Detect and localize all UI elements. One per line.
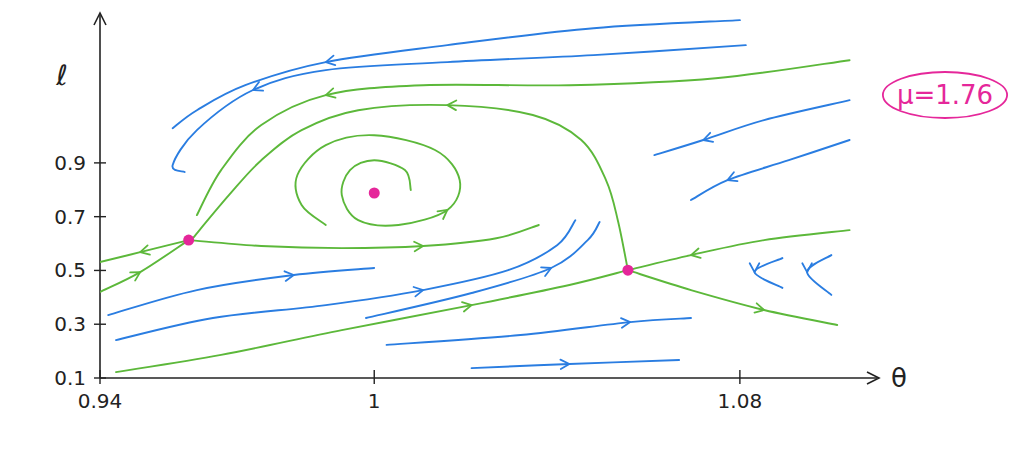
y-tick-label: 0.3 — [54, 312, 86, 336]
flow-arrow — [326, 88, 336, 97]
trajectory — [628, 270, 837, 325]
trajectory — [628, 230, 850, 270]
flow-arrow — [447, 101, 456, 111]
y-tick-label: 0.1 — [54, 366, 86, 390]
flow-arrow — [438, 210, 448, 219]
y-tick — [94, 377, 106, 378]
flow-arrow — [755, 303, 765, 312]
y-axis-title: ℓ — [55, 59, 68, 92]
trajectory — [189, 225, 539, 248]
trajectory — [197, 60, 850, 215]
trajectory — [100, 240, 189, 292]
flow-arrow — [414, 287, 424, 296]
flow-arrow — [541, 267, 551, 276]
y-tick-label: 0.7 — [54, 205, 86, 229]
y-axis-arrow — [94, 13, 106, 25]
chart: 0.94 1 1.08 0.1 0.3 0.5 0.7 0.9 θ ℓ μ=1.76 — [0, 0, 1027, 453]
trajectory — [100, 240, 189, 262]
x-axis-title: θ — [891, 363, 907, 393]
trajectory — [366, 222, 600, 318]
x-tick-label: 0.94 — [78, 389, 123, 413]
trajectory — [116, 220, 575, 340]
flow-arrow — [253, 82, 263, 91]
flow-arrow — [130, 272, 140, 281]
y-tick — [94, 216, 106, 217]
trajectory — [654, 100, 849, 155]
annotation: μ=1.76 — [897, 80, 993, 110]
x-tick-label: 1.08 — [718, 389, 763, 413]
trajectory — [296, 135, 461, 226]
x-tick — [374, 370, 375, 384]
flow-arrow — [728, 172, 738, 181]
flow-arrow — [560, 360, 569, 370]
flow-arrow — [750, 263, 760, 272]
y-tick-label: 0.5 — [54, 258, 86, 282]
y-tick-label: 0.9 — [54, 151, 86, 175]
flow-arrow — [462, 302, 472, 311]
x-tick — [99, 370, 100, 384]
fixed-point — [622, 265, 633, 276]
flow-arrow — [414, 242, 423, 252]
trajectory — [387, 318, 691, 345]
trajectory — [691, 140, 850, 200]
trajectory — [173, 20, 740, 128]
trajectory — [472, 360, 679, 368]
flow-arrow — [703, 133, 713, 142]
flow-arrow — [691, 249, 701, 258]
fixed-point — [369, 188, 380, 199]
series-group — [100, 20, 850, 372]
x-axis-arrow — [867, 372, 879, 384]
trajectory — [807, 255, 831, 295]
x-tick-label: 1 — [368, 389, 381, 413]
trajectory — [108, 268, 374, 315]
flow-arrow — [802, 263, 812, 272]
flow-arrow — [621, 318, 630, 328]
x-tick — [739, 370, 740, 384]
flow-arrow — [326, 56, 336, 66]
y-tick — [94, 324, 106, 325]
y-tick — [94, 270, 106, 271]
x-axis — [100, 377, 877, 379]
flow-arrow — [285, 271, 294, 281]
flow-arrow — [140, 245, 150, 254]
trajectory — [193, 105, 628, 270]
fixed-point — [183, 235, 194, 246]
y-tick — [94, 162, 106, 163]
annotation-ring — [883, 72, 1007, 118]
trajectory — [755, 258, 783, 288]
